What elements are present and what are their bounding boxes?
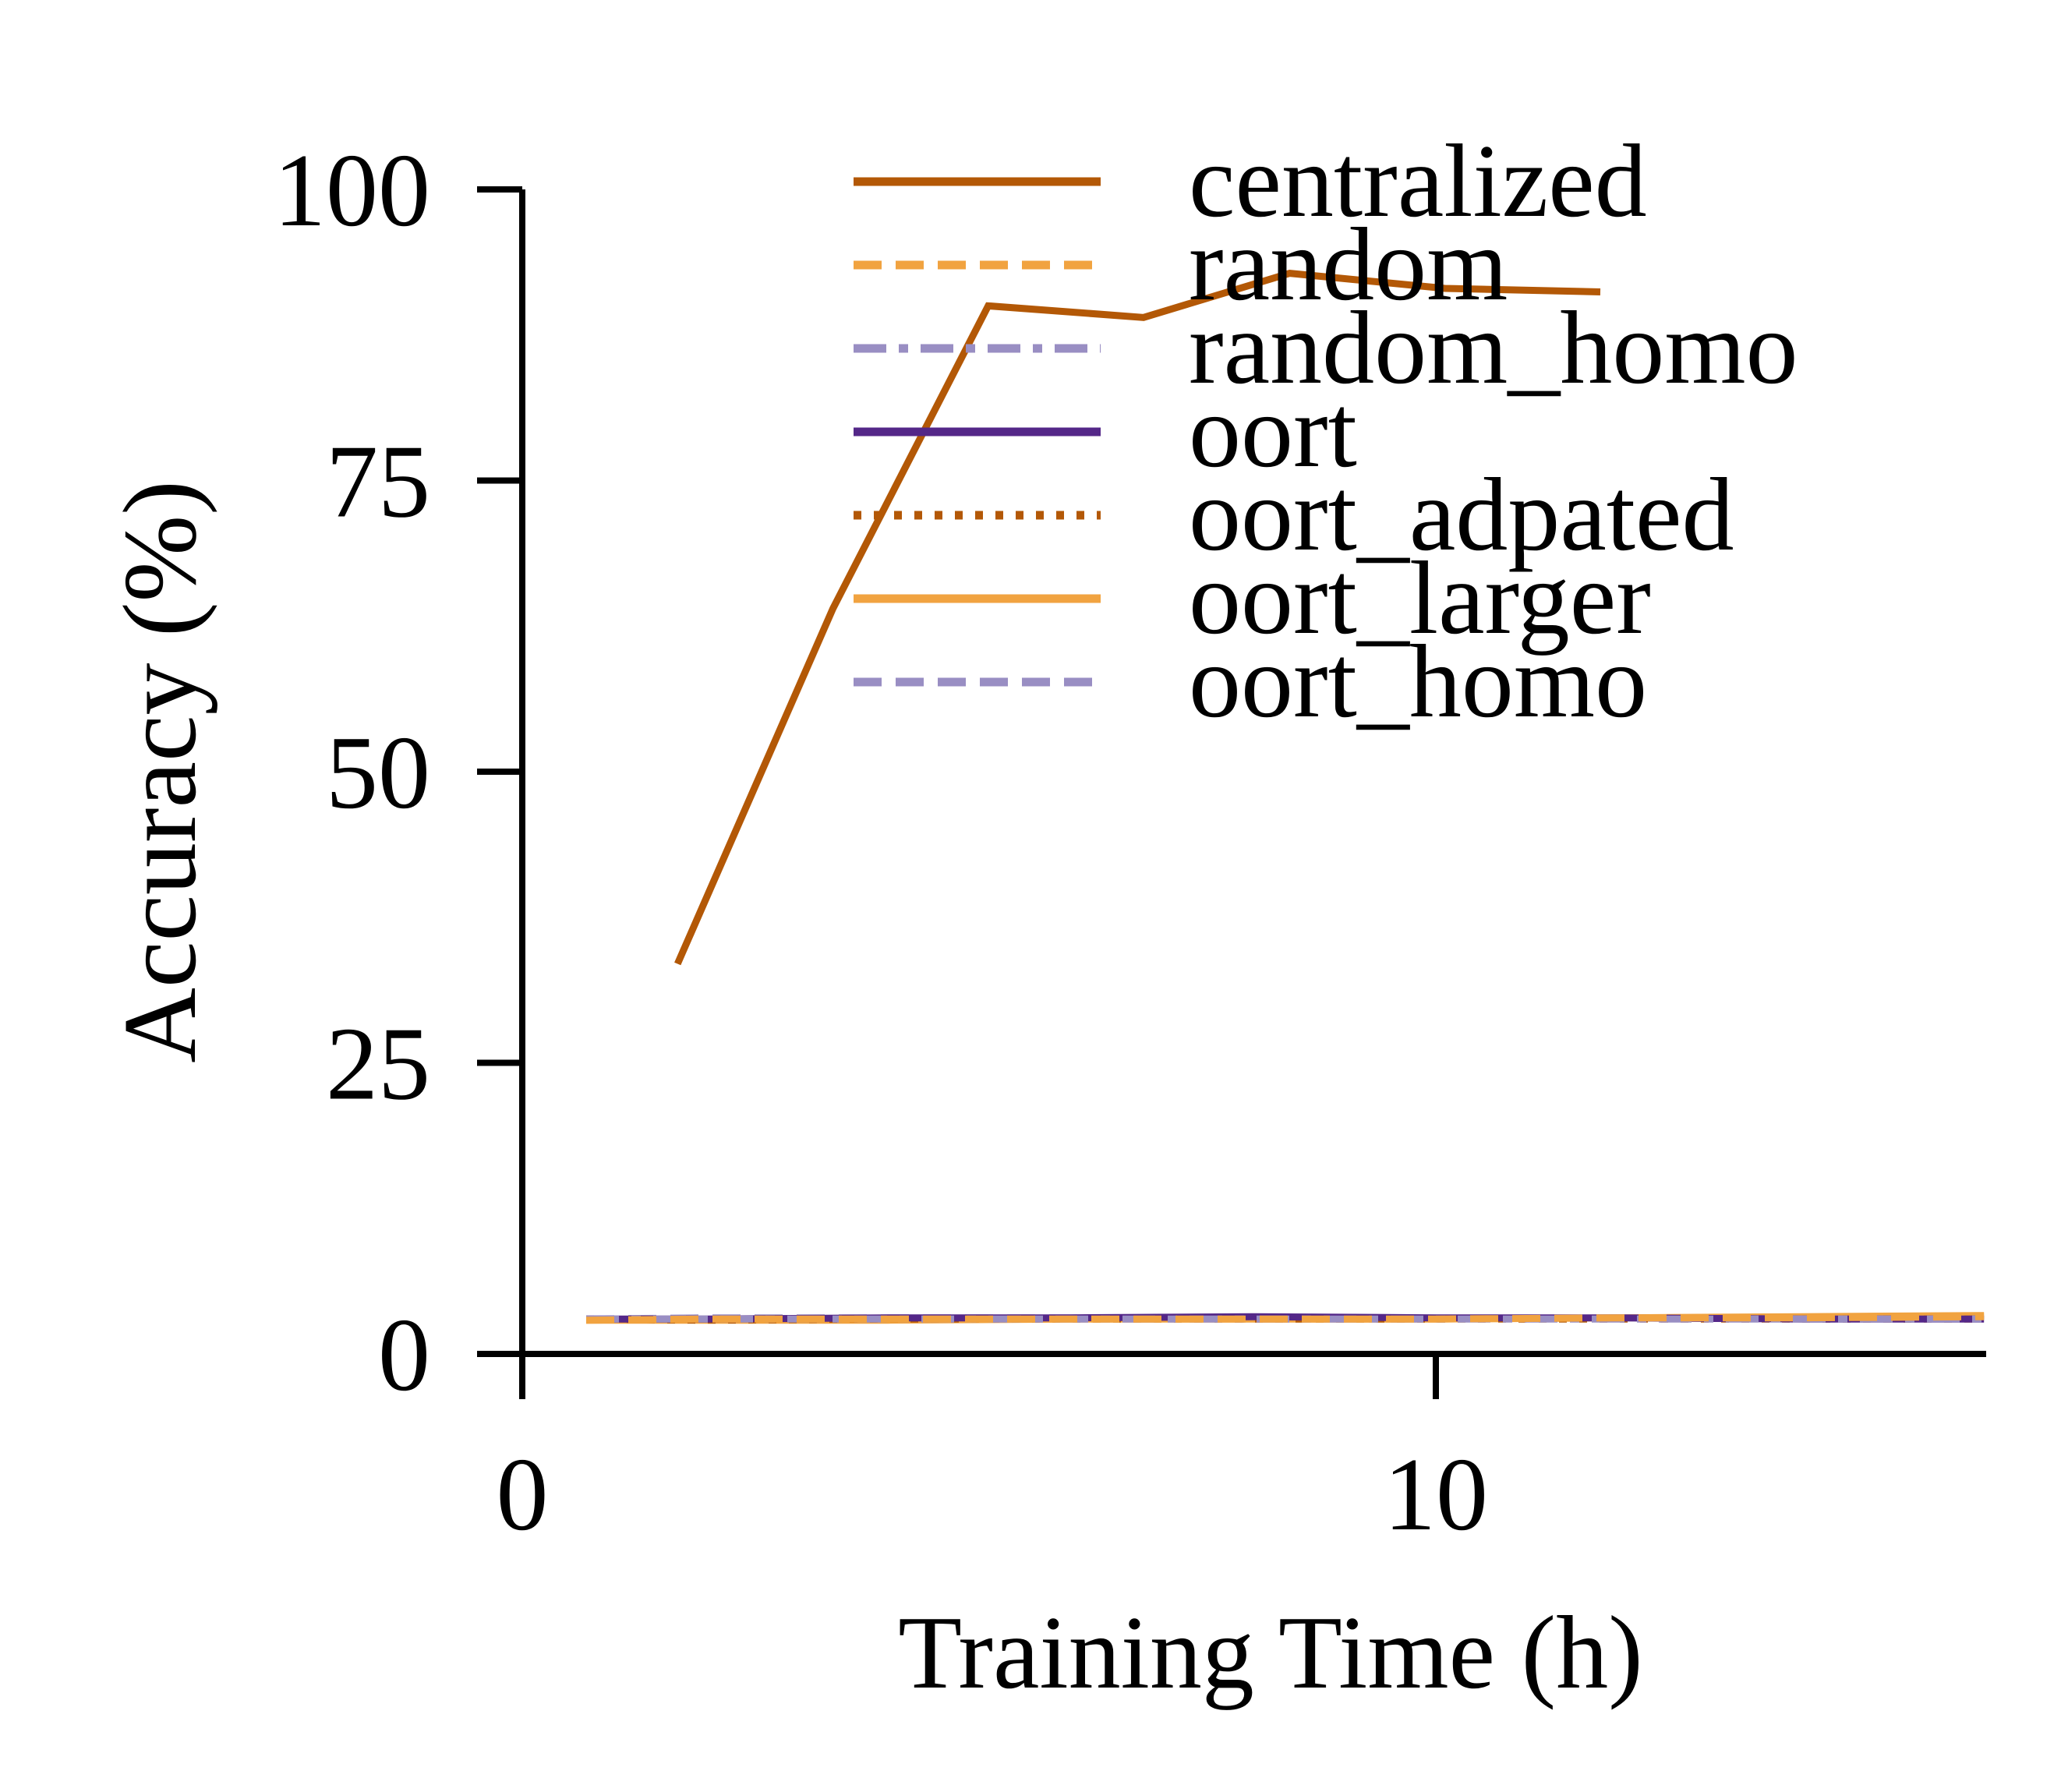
y-tick-label: 50 (326, 715, 430, 830)
series-lines (585, 270, 1985, 1324)
y-tick-label: 25 (326, 1006, 430, 1122)
legend-label: oort_larger (1189, 540, 1651, 656)
y-tick-label: 100 (274, 133, 430, 248)
x-tick-label: 0 (497, 1437, 549, 1552)
x-axis-title: Training Time (h) (898, 1595, 1643, 1710)
y-tick-label: 0 (378, 1297, 430, 1412)
legend-label: oort_adpated (1189, 457, 1734, 572)
series-line-random (585, 1313, 1985, 1324)
y-ticks: 0 25 50 75 100 (274, 133, 522, 1412)
series-line-centralized (674, 270, 1601, 966)
x-ticks: 0 10 (497, 1354, 1488, 1552)
legend-label: oort_homo (1189, 624, 1647, 739)
legend-label: oort (1189, 373, 1357, 489)
legend: centralizedrandomrandom_homooortoort_adp… (854, 123, 1798, 739)
legend-label: random (1189, 207, 1508, 322)
legend-label: random_homo (1189, 290, 1798, 405)
x-tick-label: 10 (1384, 1437, 1488, 1552)
y-tick-label: 75 (326, 424, 430, 539)
legend-label: centralized (1189, 123, 1647, 239)
y-axis-title: Accuracy (%) (102, 480, 217, 1063)
